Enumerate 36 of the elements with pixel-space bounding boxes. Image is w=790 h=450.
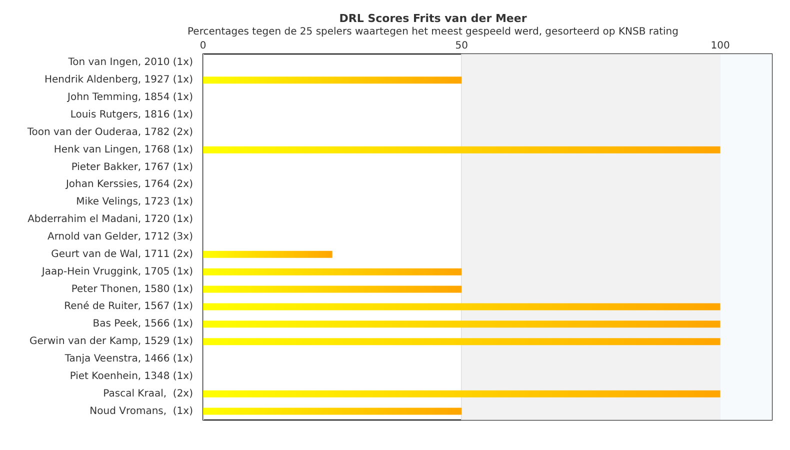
bar — [203, 76, 462, 84]
bar — [203, 390, 720, 398]
x-tick-label: 0 — [200, 40, 206, 52]
y-tick-label: Peter Thonen, 1580 (1x) — [71, 284, 194, 295]
y-tick-label: Hendrik Aldenberg, 1927 (1x) — [44, 74, 194, 86]
bar — [203, 268, 462, 276]
chart-title: DRL Scores Frits van der Meer — [339, 12, 528, 25]
bar — [203, 250, 332, 258]
y-tick-label: Bas Peek, 1566 (1x) — [92, 318, 194, 330]
y-tick-label: Piet Koenhein, 1348 (1x) — [70, 370, 194, 382]
y-tick-label: Jaap-Hein Vruggink, 1705 (1x) — [40, 266, 194, 278]
y-tick-label: Ton van Ingen, 2010 (1x) — [67, 57, 194, 68]
chart-subtitle: Percentages tegen de 25 spelers waartegen het meest gespeeld werd, gesorteerd op KNSB rating — [188, 26, 678, 38]
bar — [203, 146, 720, 154]
y-tick-label: Gerwin van der Kamp, 1529 (1x) — [29, 336, 194, 348]
bar — [203, 408, 462, 415]
y-tick-label: Noud Vromans, (1x) — [90, 406, 194, 417]
y-tick-label: Arnold van Gelder, 1712 (3x) — [48, 232, 194, 242]
y-tick-label: Tanja Veenstra, 1466 (1x) — [64, 354, 194, 364]
x-tick-label: 100 — [710, 40, 730, 52]
y-tick-label: Toon van der Ouderaa, 1782 (2x) — [26, 126, 194, 138]
bar — [203, 286, 462, 293]
y-tick-label: Johan Kerssies, 1764 (2x) — [64, 179, 194, 190]
y-tick-label: Louis Rutgers, 1816 (1x) — [70, 110, 194, 120]
bar — [203, 338, 720, 346]
bar — [203, 320, 720, 328]
y-tick-label: Geurt van de Wal, 1711 (2x) — [51, 248, 194, 260]
y-tick-label: René de Ruiter, 1567 (1x) — [64, 301, 194, 312]
y-tick-label: Pascal Kraal, (2x) — [103, 388, 194, 400]
y-tick-label: John Temming, 1854 (1x) — [66, 92, 194, 104]
x-tick-label: 50 — [455, 40, 468, 52]
y-tick-label: Pieter Bakker, 1767 (1x) — [71, 162, 194, 173]
bar — [203, 303, 720, 310]
y-tick-label: Henk van Lingen, 1768 (1x) — [54, 144, 194, 156]
y-tick-label: Mike Velings, 1723 (1x) — [76, 196, 194, 208]
y-tick-label: Abderrahim el Madani, 1720 (1x) — [28, 214, 194, 226]
